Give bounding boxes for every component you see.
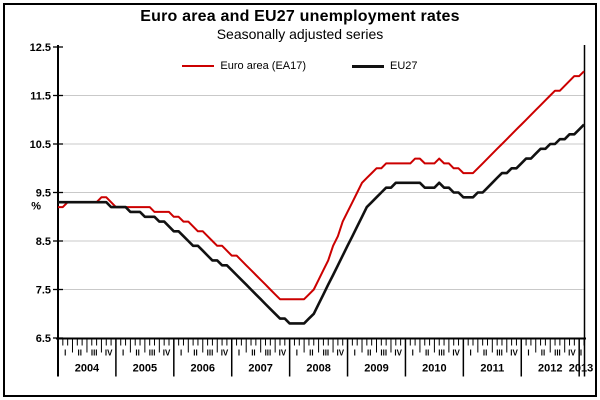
year-label: 2004 <box>75 363 100 375</box>
quarter-label: IV <box>163 349 171 358</box>
year-label: 2007 <box>248 363 272 375</box>
quarter-label: III <box>496 349 503 358</box>
quarter-label: II <box>135 349 139 358</box>
quarter-label: II <box>425 349 429 358</box>
quarter-label: III <box>207 349 214 358</box>
quarter-label: III <box>554 349 561 358</box>
quarter-label: II <box>309 349 313 358</box>
quarter-label: II <box>367 349 371 358</box>
quarter-label: I <box>469 349 471 358</box>
year-label: 2009 <box>364 363 388 375</box>
quarter-label: IV <box>510 349 518 358</box>
quarter-label: I <box>238 349 240 358</box>
quarter-label: II <box>193 349 197 358</box>
chart-subtitle: Seasonally adjusted series <box>216 26 384 42</box>
year-label: 2010 <box>422 363 446 375</box>
quarter-label: IV <box>279 349 287 358</box>
quarter-label: IV <box>105 349 113 358</box>
quarter-label: I <box>580 349 582 358</box>
y-axis-unit-label: % <box>31 201 41 213</box>
quarter-label: II <box>483 349 487 358</box>
quarter-label: I <box>180 349 182 358</box>
quarter-label: I <box>64 349 66 358</box>
eu27-legend-label: EU27 <box>390 60 418 72</box>
quarter-label: III <box>265 349 272 358</box>
y-tick-label: 9.5 <box>36 188 51 200</box>
quarter-label: III <box>91 349 98 358</box>
quarter-label: IV <box>394 349 402 358</box>
legend-item-eu27: EU27 <box>352 60 418 72</box>
ea17-legend-label: Euro area (EA17) <box>220 60 307 72</box>
quarter-label: III <box>438 349 445 358</box>
legend-item-ea17: Euro area (EA17) <box>182 60 306 72</box>
year-label: 2008 <box>306 363 330 375</box>
quarter-label: IV <box>221 349 229 358</box>
quarter-label: II <box>77 349 81 358</box>
y-tick-label: 6.5 <box>36 333 51 345</box>
y-tick-label: 8.5 <box>36 236 51 248</box>
year-label: 2011 <box>480 363 504 375</box>
quarter-label: IV <box>337 349 345 358</box>
quarter-label: I <box>527 349 529 358</box>
chart-title: Euro area and EU27 unemployment rates <box>140 8 460 25</box>
year-label: 2012 <box>538 363 562 375</box>
quarter-label: II <box>251 349 255 358</box>
quarter-label: III <box>149 349 156 358</box>
legend: Euro area (EA17) EU27 <box>0 60 600 72</box>
eu27-line-swatch <box>352 64 385 68</box>
ea17-line-swatch <box>182 65 215 67</box>
year-label: 2013 <box>569 363 593 375</box>
y-tick-label: 11.5 <box>30 91 51 103</box>
quarter-label: III <box>380 349 387 358</box>
y-tick-label: 10.5 <box>30 139 51 151</box>
quarter-label: IV <box>452 349 460 358</box>
quarter-label: I <box>296 349 298 358</box>
year-label: 2006 <box>191 363 215 375</box>
ea17-line <box>58 70 585 301</box>
quarter-label: I <box>354 349 356 358</box>
year-label: 2005 <box>133 363 157 375</box>
y-tick-label: 7.5 <box>36 285 51 297</box>
quarter-label: I <box>122 349 124 358</box>
eu27-line <box>58 123 585 325</box>
quarter-label: II <box>541 349 545 358</box>
quarter-label: I <box>412 349 414 358</box>
quarter-label: III <box>322 349 329 358</box>
quarter-label: IV <box>568 349 576 358</box>
y-tick-label: 12.5 <box>30 42 51 54</box>
